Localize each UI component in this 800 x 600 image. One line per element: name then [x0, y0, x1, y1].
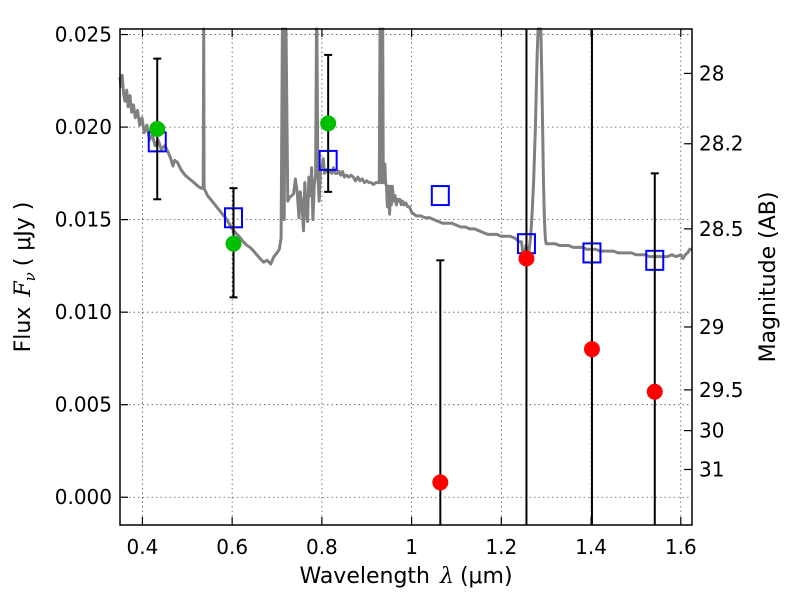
x-tick-label: 1	[405, 535, 418, 559]
y-tick-label: 0.005	[55, 393, 112, 417]
x-tick-label: 0.4	[127, 535, 159, 559]
detection-point	[225, 235, 242, 252]
axes: 0.4 0.6 0.8 1 1.2 1.4 1.6 0.000 0.005 0.010 0.015 0…	[55, 23, 744, 559]
y-tick-label: 0.015	[55, 208, 112, 232]
magnitude-tick-label: 29	[699, 315, 724, 339]
x-tick-label: 0.6	[216, 535, 248, 559]
x-tick-label: 1.2	[485, 535, 517, 559]
y-tick-label: 0.010	[55, 300, 112, 324]
x-tick-label: 0.8	[306, 535, 338, 559]
plot-frame	[119, 28, 693, 526]
upper-limit-point	[518, 250, 535, 267]
upper-limit-point	[583, 341, 600, 358]
magnitude-tick-label: 28.5	[699, 217, 744, 241]
x-tick-label: 1.4	[575, 535, 607, 559]
magnitude-tick-label: 30	[699, 419, 724, 443]
plot-area	[118, 27, 692, 525]
detection-point	[149, 120, 166, 137]
y-tick-label: 0.020	[55, 115, 112, 139]
gridlines	[120, 29, 692, 525]
y-axis-label: FluxFν( μJy )	[11, 202, 39, 353]
model-photometry-square	[430, 185, 450, 207]
magnitude-tick-label: 29.5	[699, 378, 744, 402]
upper-limit-point	[432, 474, 449, 491]
y-tick-label: 0.025	[55, 23, 112, 47]
magnitude-tick-label: 28	[699, 61, 724, 85]
upper-limit-point	[646, 383, 663, 400]
x-tick-label: 1.6	[665, 535, 697, 559]
right-axis-label: Magnitude (AB)	[756, 192, 781, 363]
sed-model-line	[118, 27, 692, 266]
y-tick-label: 0.000	[55, 485, 112, 509]
x-axis-label: Wavelength λ (μm)	[299, 564, 512, 589]
detection-point	[320, 115, 337, 132]
magnitude-tick-label: 31	[699, 457, 724, 481]
magnitude-tick-label: 28.2	[699, 132, 744, 156]
